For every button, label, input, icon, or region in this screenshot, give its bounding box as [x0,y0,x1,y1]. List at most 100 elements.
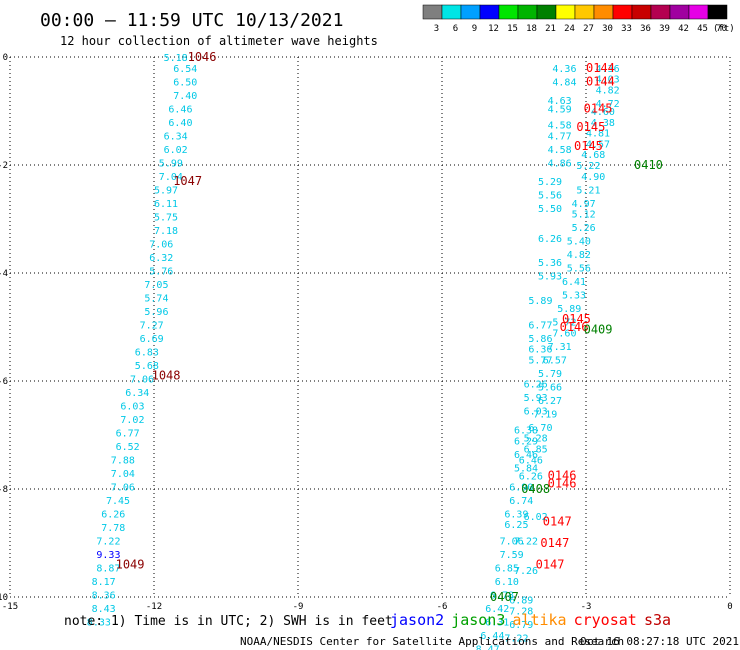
y-tick-label: -10 [0,593,8,603]
wave-height-value: 5.12 [572,210,596,221]
wave-height-value: 6.10 [495,577,519,588]
wave-height-value: 5.77 [528,355,552,366]
wave-height-value: 7.22 [504,634,528,645]
wave-height-value: 7.28 [509,607,533,618]
track-time-label: 1049 [116,558,145,572]
wave-height-value: 4.90 [581,172,605,183]
wave-height-value: 5.26 [572,223,596,234]
wave-height-value: 7.45 [106,496,130,507]
scale-unit: (ft) [713,24,735,34]
track-time-label: 0145 [562,312,591,326]
wave-height-value: 4.72 [596,99,620,110]
wave-height-value: 8.33 [87,617,111,628]
wave-height-value: 7.78 [101,523,125,534]
wave-height-value: 8.17 [92,577,116,588]
wave-height-value: 6.44 [480,631,504,642]
wave-height-value: 5.33 [562,291,586,302]
scale-swatch [479,4,500,20]
wave-height-value: 5.36 [538,258,562,269]
track-time-label: 0146 [548,477,577,491]
wave-height-value: 7.31 [548,342,572,353]
wave-height-value: 5.84 [514,463,538,474]
wave-height-value: 5.86 [528,334,552,345]
wave-height-value: 7.06 [149,239,173,250]
wave-height-value: 5.89 [557,304,581,315]
wave-height-value: 4.58 [548,145,572,156]
wave-height-value: 6.25 [504,520,528,531]
wave-height-value: 4.68 [581,150,605,161]
scale-label: 30 [602,24,613,34]
wave-height-value: 6.46 [168,104,192,115]
scale-swatch [460,4,481,20]
wave-height-value: 7.27 [140,320,164,331]
scale-label: 70 [716,24,727,34]
footer-timestamp: Oct 16 08:27:18 UTC 2021 [580,635,739,648]
wave-height-value: 7.59 [500,550,524,561]
scale-swatch [536,4,557,20]
wave-height-value: 5.99 [159,158,183,169]
wave-height-value: 5.96 [144,307,168,318]
wave-height-value: 5.56 [567,264,591,275]
wave-height-value: 4.97 [572,199,596,210]
wave-height-value: 6.36 [528,345,552,356]
satellite-legend-item: s3a [644,611,671,629]
scale-swatch [441,4,462,20]
wave-height-value: 6.26 [101,509,125,520]
wave-height-value: 5.29 [538,177,562,188]
wave-height-value: 6.27 [538,396,562,407]
x-tick-label: -9 [293,602,304,612]
wave-height-points: 5.186.54 6.50 7.40 6.46 6.40 6.34 6.02 5.99 7.04… [87,53,620,650]
x-tick-label: -3 [581,602,592,612]
wave-height-value: 6.46 [514,450,538,461]
wave-height-value: 5.72 [552,318,576,329]
wave-height-value: 6.77 [528,320,552,331]
wave-height-value: 7.19 [533,409,557,420]
wave-height-value: 5.56 [538,191,562,202]
wave-height-value: 5.21 [576,185,600,196]
track-time-label: 1047 [173,174,202,188]
scale-swatch [650,4,671,20]
satellite-legend-item: cryosat [574,611,637,629]
wave-height-value: 4.86 [548,158,572,169]
track-time-label: 0147 [536,558,565,572]
wave-height-value: 6.34 [164,131,188,142]
wave-height-value: 7.40 [173,91,197,102]
scale-label: 33 [621,24,632,34]
x-tick-label: -15 [2,602,18,612]
wave-height-value: 5.22 [576,161,600,172]
wave-height-value: 7.02 [120,415,144,426]
track-time-label: 0409 [584,323,613,337]
y-tick-label: 0 [3,53,8,63]
wave-height-value: 7.22 [514,536,538,547]
wave-height-value: 6.89 [509,596,533,607]
scale-label: 15 [507,24,518,34]
scale-label: 6 [453,24,458,34]
wave-height-value: 6.03 [524,407,548,418]
scale-label: 45 [697,24,708,34]
wave-height-value: 5.40 [567,237,591,248]
wave-height-value: 5.76 [149,266,173,277]
scale-swatch [612,4,633,20]
wave-height-value: 7.04 [159,172,183,183]
wave-height-value: 8.87 [96,563,120,574]
footer-credit: NOAA/NESDIS Center for Satellite Applica… [240,635,624,648]
wave-height-value: 6.57 [543,355,567,366]
wave-height-value: 6.26 [524,380,548,391]
wave-height-value: 7.05 [144,280,168,291]
track-time-label: 1048 [152,369,181,383]
scale-swatch [422,4,443,20]
wave-height-value: 6.34 [125,388,149,399]
satellite-legend-item: altika [512,611,566,629]
wave-height-value: 6.02 [164,145,188,156]
scale-label: 27 [583,24,594,34]
x-tick-label: 0 [727,602,732,612]
wave-height-value: 5.28 [524,434,548,445]
satellite-legend-item: jason3 [451,611,505,629]
track-time-label: 0145 [576,120,605,134]
wave-height-value: 7.06 [500,536,524,547]
scale-swatch [517,4,538,20]
track-time-label: 0146 [548,469,577,483]
plot-grid [9,56,731,598]
wave-height-value: 4.81 [586,129,610,140]
